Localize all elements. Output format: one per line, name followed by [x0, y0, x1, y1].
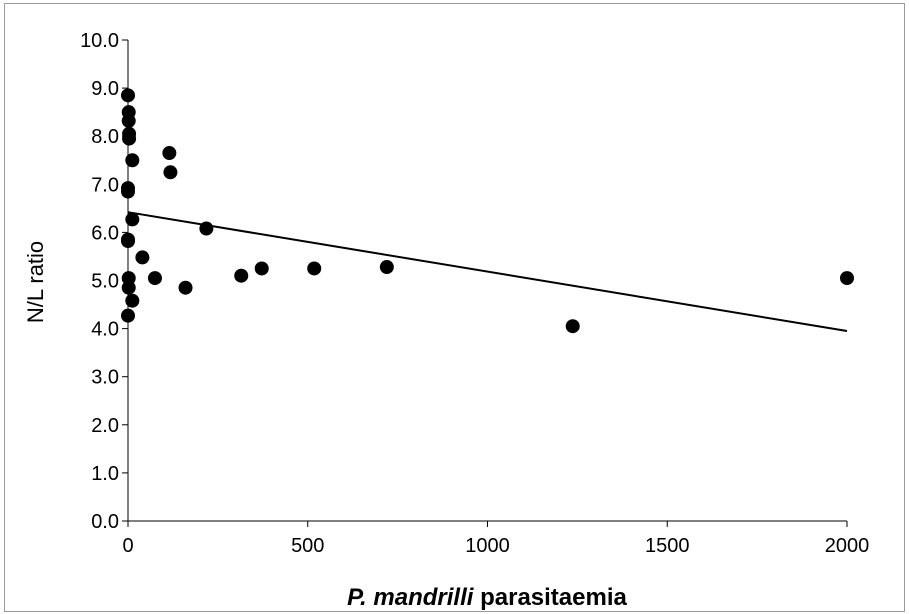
y-tick-label: 10.0: [80, 30, 119, 52]
data-point: [135, 250, 150, 265]
x-tick-label: 1500: [645, 535, 690, 557]
data-point: [234, 268, 249, 283]
y-tick-label: 4.0: [91, 319, 119, 341]
data-point: [121, 234, 135, 249]
data-point: [162, 146, 177, 161]
data-point: [163, 165, 178, 180]
y-tick-label: 2.0: [91, 415, 119, 437]
y-tick-label: 0.0: [91, 511, 119, 533]
data-point: [121, 308, 135, 323]
x-axis-title-italic: P. mandrilli: [347, 584, 475, 611]
x-tick-label: 2000: [825, 535, 870, 557]
y-tick-label: 9.0: [91, 78, 119, 100]
trendline: [127, 211, 848, 332]
data-point: [307, 261, 322, 276]
data-point: [379, 260, 394, 275]
chart-frame: [4, 3, 905, 612]
y-tick-label: 1.0: [91, 463, 119, 485]
data-point: [122, 131, 137, 146]
y-tick-label: 8.0: [91, 126, 119, 148]
data-point: [121, 184, 135, 199]
x-tick-label: 500: [291, 535, 324, 557]
data-point: [121, 113, 136, 128]
y-tick-label: 6.0: [91, 222, 119, 244]
data-point: [121, 88, 135, 103]
x-tick-label: 0: [122, 535, 133, 557]
data-point: [178, 280, 193, 295]
data-point: [840, 271, 854, 286]
data-point: [125, 212, 140, 227]
data-point: [199, 221, 214, 236]
data-point: [125, 293, 140, 308]
x-tick-label: 1000: [465, 535, 510, 557]
data-point: [125, 153, 140, 168]
data-point: [565, 319, 580, 334]
data-points: [121, 88, 854, 334]
data-point: [147, 271, 162, 286]
y-axis: 0.0 1.0 2.0 3.0 4.0 5.0 6.0 7.0 8.0 9.0 10.0: [80, 30, 129, 533]
y-tick-label: 3.0: [91, 367, 119, 389]
x-axis-title: P. mandrilli parasitaemia: [347, 584, 627, 611]
y-tick-label: 5.0: [91, 271, 119, 293]
data-point: [254, 261, 269, 276]
x-axis-title-rest: parasitaemia: [473, 584, 627, 611]
y-tick-label: 7.0: [91, 174, 119, 196]
trendline-group: [127, 211, 848, 332]
data-point: [121, 280, 136, 295]
data-point: [121, 271, 136, 286]
y-axis-title: N/L ratio: [23, 241, 48, 323]
x-axis: 0 500 1000 1500 2000: [122, 520, 870, 557]
